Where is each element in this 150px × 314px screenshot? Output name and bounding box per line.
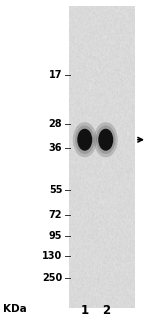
Ellipse shape xyxy=(94,122,118,157)
Ellipse shape xyxy=(77,129,92,151)
Ellipse shape xyxy=(73,122,97,157)
Text: 250: 250 xyxy=(42,273,62,283)
Text: 28: 28 xyxy=(49,119,62,129)
Ellipse shape xyxy=(98,129,113,151)
Text: KDa: KDa xyxy=(3,304,27,314)
Text: 1: 1 xyxy=(81,304,89,314)
Ellipse shape xyxy=(75,125,94,154)
Text: 95: 95 xyxy=(49,231,62,241)
Text: 72: 72 xyxy=(49,210,62,220)
Text: 2: 2 xyxy=(102,304,110,314)
Text: 36: 36 xyxy=(49,143,62,153)
Ellipse shape xyxy=(96,125,116,154)
Text: 55: 55 xyxy=(49,185,62,195)
Text: 130: 130 xyxy=(42,251,62,261)
Text: 17: 17 xyxy=(49,70,62,80)
